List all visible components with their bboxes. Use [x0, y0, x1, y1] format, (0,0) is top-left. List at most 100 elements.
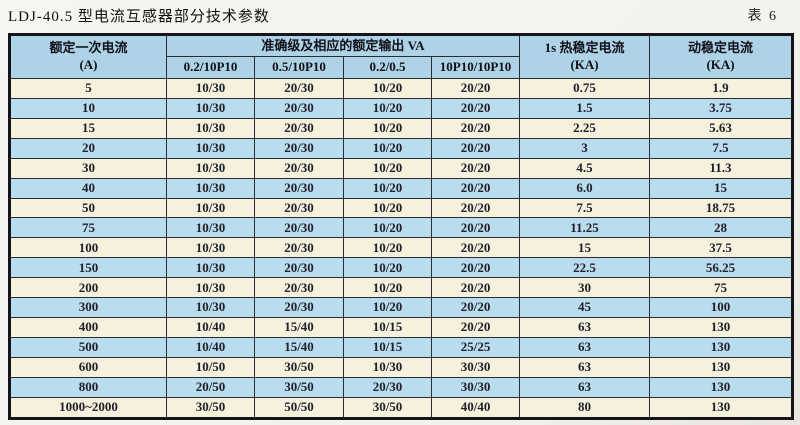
table-cell: 22.5 [519, 257, 651, 279]
header-dynamic-current-label: 动稳定电流 [688, 40, 754, 56]
table-row: 800 20/50 30/50 20/30 30/30 63 130 [9, 376, 794, 398]
table-cell: 10/30 [166, 78, 255, 99]
table-cell: 30/50 [343, 396, 432, 420]
table-cell: 200 [9, 277, 167, 299]
header-subcol-02-10p10: 0.2/10P10 [166, 56, 255, 79]
table-row: 5 10/30 20/30 10/20 20/20 0.75 1.9 [9, 78, 794, 99]
table-row: 200 10/30 20/30 10/20 20/20 30 75 [9, 277, 794, 299]
table-cell: 100 [9, 237, 167, 259]
table-cell: 20/20 [430, 117, 521, 139]
table-cell: 63 [519, 376, 651, 398]
table-cell: 5.63 [649, 117, 794, 139]
table-cell: 20/30 [254, 157, 344, 179]
table-cell: 10/20 [343, 157, 432, 179]
table-cell: 10 [9, 97, 167, 119]
table-cell: 10/30 [166, 157, 255, 179]
table-cell: 15/40 [254, 317, 344, 338]
table-cell: 10/20 [343, 237, 432, 259]
table-cell: 20/30 [254, 78, 344, 99]
table-row: 600 10/50 30/50 10/30 30/30 63 130 [9, 356, 794, 378]
table-cell: 30/30 [430, 376, 521, 398]
header-subcol-02-05: 0.2/0.5 [343, 56, 432, 79]
table-cell: 10/20 [343, 217, 432, 239]
table-cell: 10/20 [343, 177, 432, 199]
table-row: 75 10/30 20/30 10/20 20/20 11.25 28 [9, 217, 794, 239]
table-cell: 10/30 [166, 117, 255, 139]
table-cell: 25/25 [430, 336, 521, 358]
table-cell: 4.5 [519, 157, 651, 179]
table-cell: 63 [519, 356, 651, 378]
table-cell: 10/20 [343, 78, 432, 99]
table-cell: 20 [9, 137, 167, 159]
table-cell: 10/15 [343, 336, 432, 358]
table-cell: 100 [649, 297, 794, 319]
table-cell: 20/30 [254, 237, 344, 259]
table-cell: 10/30 [166, 277, 255, 299]
table-cell: 20/20 [430, 217, 521, 239]
table-cell: 10/30 [343, 356, 432, 378]
table-cell: 63 [519, 317, 651, 338]
table-cell: 20/20 [430, 197, 521, 219]
table-cell: 20/20 [430, 297, 521, 319]
header-accuracy-group: 准确级及相应的额定输出 VA [165, 34, 521, 57]
page-title: LDJ-40.5 型电流互感器部分技术参数 [8, 9, 270, 25]
header-primary-current-label: 额定一次电流 [49, 40, 128, 56]
table-cell: 20/20 [430, 157, 521, 179]
table-cell: 1.9 [649, 78, 794, 99]
table-cell: 1.5 [519, 97, 651, 119]
table-header: 额定一次电流 (A) 准确级及相应的额定输出 VA 1s 热稳定电流 (KA) … [9, 34, 794, 79]
table-cell: 80 [519, 396, 651, 420]
table-cell: 50 [9, 197, 167, 219]
table-cell: 300 [9, 297, 167, 319]
table-cell: 20/20 [430, 257, 521, 279]
table-cell: 20/30 [254, 217, 344, 239]
table-row: 100 10/30 20/30 10/20 20/20 15 37.5 [9, 237, 794, 259]
table-row: 1000~2000 30/50 50/50 30/50 40/40 80 130 [9, 396, 794, 420]
table-cell: 15 [519, 237, 651, 259]
header-thermal-current: 1s 热稳定电流 (KA) [519, 34, 651, 79]
table-cell: 20/20 [430, 78, 521, 99]
table-cell: 75 [9, 217, 167, 239]
table-cell: 45 [519, 297, 651, 319]
table-cell: 20/30 [254, 177, 344, 199]
table-cell: 10/20 [343, 277, 432, 299]
table-number-label: 表 6 [747, 9, 778, 24]
table-cell: 40/40 [430, 396, 521, 420]
table-cell: 10/30 [166, 97, 255, 119]
table-cell: 75 [649, 277, 794, 299]
table-cell: 20/30 [254, 257, 344, 279]
table-cell: 20/20 [430, 137, 521, 159]
table-cell: 10/50 [166, 356, 255, 378]
table-cell: 37.5 [649, 237, 794, 259]
header-primary-current: 额定一次电流 (A) [9, 34, 167, 79]
header-subcol-10p10-10p10: 10P10/10P10 [430, 56, 521, 79]
table-cell: 15/40 [254, 336, 344, 358]
table-cell: 6.0 [519, 177, 651, 199]
table-cell: 7.5 [519, 197, 651, 219]
header-dynamic-current: 动稳定电流 (KA) [649, 34, 794, 79]
table-row: 50 10/30 20/30 10/20 20/20 7.5 18.75 [9, 197, 794, 219]
table-cell: 20/30 [254, 197, 344, 219]
table-row: 300 10/30 20/30 10/20 20/20 45 100 [9, 297, 794, 319]
header-thermal-current-label: 1s 热稳定电流 [544, 40, 625, 56]
table-cell: 400 [9, 317, 167, 338]
table-cell: 130 [649, 396, 794, 420]
table-cell: 15 [9, 117, 167, 139]
table-row: 40 10/30 20/30 10/20 20/20 6.0 15 [9, 177, 794, 199]
table-cell: 20/20 [430, 277, 521, 299]
table-cell: 20/20 [430, 97, 521, 119]
table-cell: 10/20 [343, 97, 432, 119]
header-row-group: 额定一次电流 (A) 准确级及相应的额定输出 VA 1s 热稳定电流 (KA) … [9, 34, 794, 79]
table-cell: 500 [9, 336, 167, 358]
header-dynamic-current-unit: (KA) [706, 57, 735, 72]
table-cell: 11.3 [649, 157, 794, 179]
table-cell: 10/30 [166, 137, 255, 159]
table-cell: 20/50 [166, 376, 255, 398]
table-cell: 20/20 [430, 177, 521, 199]
header-subcol-05-10p10: 0.5/10P10 [254, 56, 344, 79]
table-cell: 30/30 [430, 356, 521, 378]
table-cell: 30 [9, 157, 167, 179]
table-row: 10 10/30 20/30 10/20 20/20 1.5 3.75 [9, 97, 794, 119]
table-cell: 150 [9, 257, 167, 279]
table-cell: 10/20 [343, 257, 432, 279]
